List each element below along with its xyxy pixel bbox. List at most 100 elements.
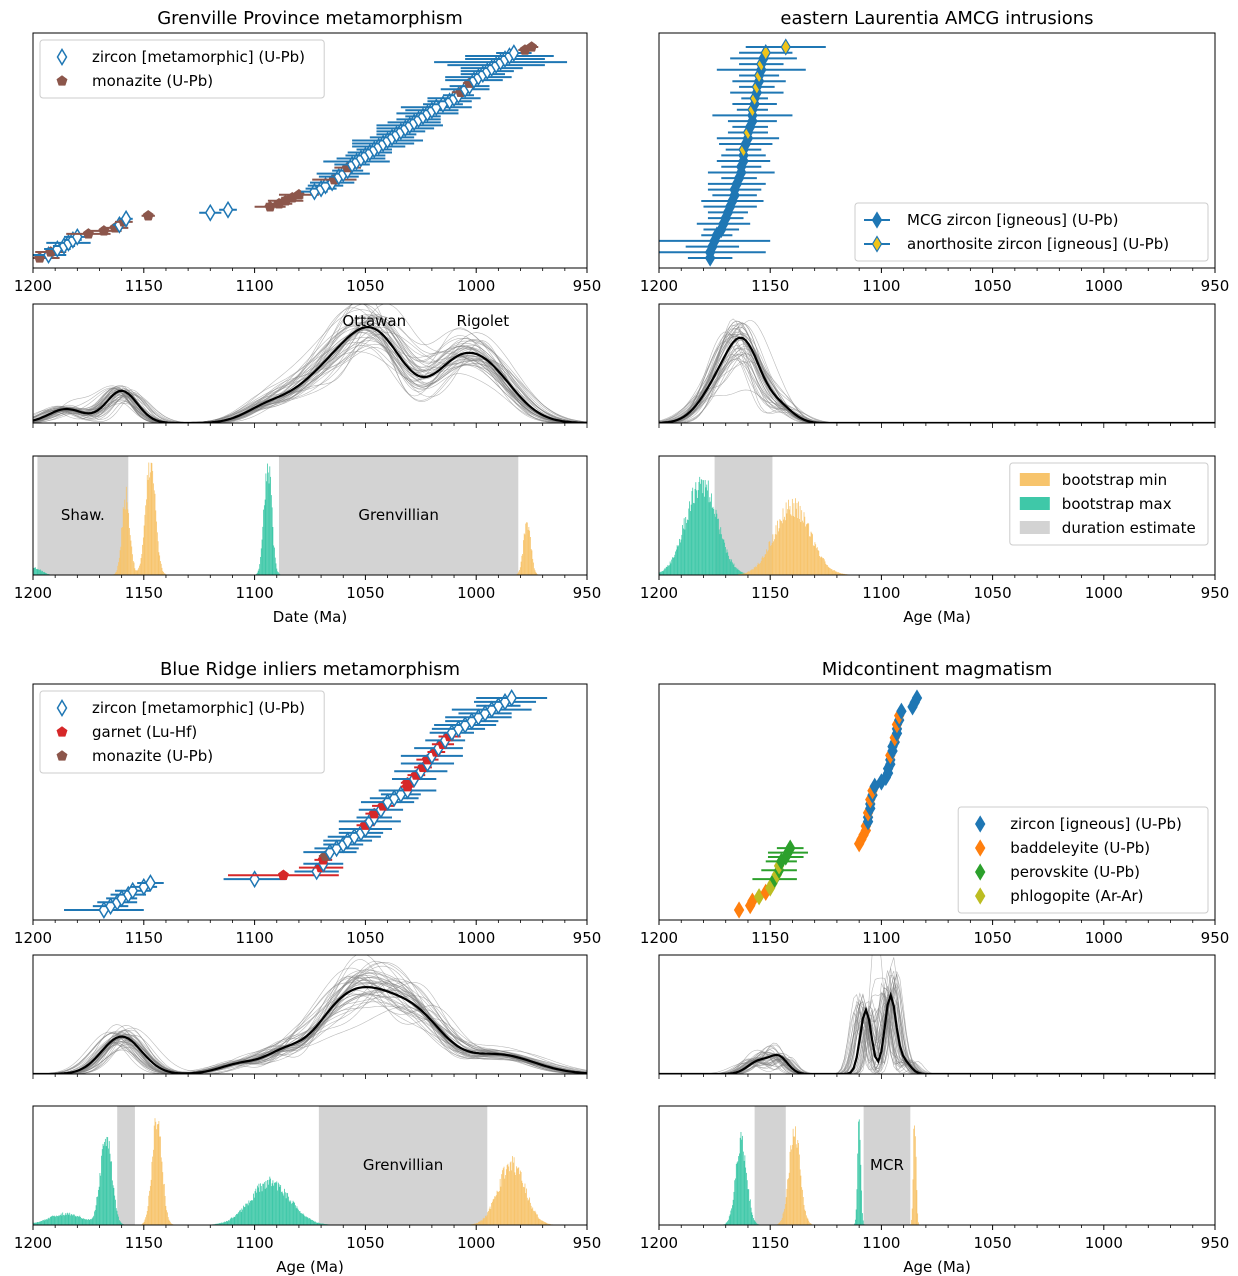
bootstrap-max-bar [732,564,734,575]
bootstrap-min-bar [781,523,783,575]
bootstrap-min-bar [783,1211,785,1225]
bootstrap-min-bar [784,520,786,575]
legend-label: monazite (U-Pb) [92,72,213,90]
bootstrap-min-bar [767,550,769,575]
bootstrap-min-bar [147,479,149,575]
bootstrap-min-bar [791,498,793,575]
bootstrap-max-bar [270,476,271,575]
bootstrap-max-bar [724,1223,726,1225]
bootstrap-max-bar [38,569,40,575]
bootstrap-min-bar [481,1220,483,1225]
bootstrap-max-bar [860,1164,862,1225]
bootstrap-max-bar [707,480,709,575]
kde-sample-curve [659,327,1215,423]
bootstrap-max-bar [738,1156,740,1225]
bootstrap-max-bar [42,1220,43,1225]
bootstrap-min-bar [813,546,815,575]
bootstrap-min-bar [156,521,157,575]
data-point [506,689,518,707]
x-axis-label: Date (Ma) [273,608,347,626]
x-tick-label: 950 [1201,277,1230,295]
bootstrap-max-bar [246,1203,248,1225]
bootstrap-max-bar [86,1219,88,1225]
bootstrap-max-bar [303,1214,305,1225]
bootstrap-min-bar [135,570,137,575]
bootstrap-min-bar [792,1128,794,1225]
bootstrap-min-bar [149,472,151,575]
bootstrap-max-bar [52,1215,54,1225]
bootstrap-min-bar [534,1210,536,1225]
bootstrap-max-bar [685,517,687,575]
kde-sample-curve [33,325,587,423]
bootstrap-min-bar [833,570,835,575]
bootstrap-max-bar [723,539,725,575]
bootstrap-max-bar [45,1219,47,1225]
kde-sample-curve [659,970,1215,1074]
legend-marker [56,699,68,717]
bootstrap-min-bar [130,540,132,575]
bootstrap-max-bar [703,496,705,575]
bootstrap-min-bar [484,1218,486,1225]
bootstrap-min-bar [150,1179,152,1225]
bootstrap-min-bar [782,1213,784,1225]
bootstrap-min-bar [138,567,140,575]
bootstrap-max-bar [46,1219,47,1225]
kde-sample-curve [659,976,1215,1074]
bootstrap-max-bar [257,570,259,575]
bootstrap-max-bar [663,569,665,575]
x-tick-label: 950 [1201,1234,1230,1252]
bootstrap-min-bar [818,550,820,575]
bootstrap-min-bar [497,1191,499,1225]
bootstrap-max-bar [54,1216,56,1225]
bootstrap-min-bar [840,573,842,575]
bootstrap-max-bar [275,1182,277,1225]
bootstrap-max-bar [728,555,729,575]
bootstrap-min-bar [540,1219,541,1225]
bootstrap-min-bar [914,1125,915,1225]
legend-box [1009,462,1209,546]
bootstrap-max-bar [277,1182,279,1225]
bootstrap-min-bar [498,1191,500,1225]
bootstrap-max-bar [706,484,708,575]
bootstrap-min-bar [915,1156,917,1225]
bootstrap-max-bar [270,1178,271,1225]
bootstrap-min-bar [523,1186,524,1225]
bootstrap-max-bar [97,1189,99,1225]
bootstrap-max-bar [861,1190,863,1225]
bootstrap-min-bar [820,556,822,575]
bootstrap-min-bar [149,1190,150,1225]
bootstrap-max-bar [76,1216,78,1225]
panel-11 [658,1105,1216,1230]
kde-sample-curve [659,974,1215,1074]
kde-sample-curve [659,977,1215,1074]
bootstrap-min-bar [144,514,146,575]
bootstrap-min-bar [132,561,134,575]
bootstrap-max-bar [43,571,45,575]
bootstrap-max-bar [728,1216,730,1225]
bootstrap-max-bar [35,567,36,575]
bootstrap-min-bar [161,567,163,575]
legend-swatch [1019,497,1050,510]
bootstrap-min-bar [143,1221,145,1225]
bootstrap-max-bar [223,1222,225,1225]
data-point [911,689,923,707]
bootstrap-max-bar [273,1185,275,1225]
bootstrap-max-bar [714,513,715,575]
bootstrap-min-bar [911,1219,912,1225]
bootstrap-min-bar [136,570,138,575]
bootstrap-min-bar [485,1216,487,1225]
bootstrap-max-bar [724,542,726,575]
bootstrap-min-bar [153,1149,154,1225]
bootstrap-min-bar [516,1166,517,1225]
legend-marker [975,839,986,857]
bootstrap-max-bar [679,538,680,575]
kde-sample-curve [33,993,587,1074]
bootstrap-max-bar [61,1215,63,1225]
bootstrap-min-bar [530,548,532,575]
bootstrap-max-bar [677,546,679,575]
kde-mean-curve [659,336,1215,423]
kde-sample-curve [659,323,1215,423]
bootstrap-max-bar [242,1209,244,1225]
kde-sample-curve [659,324,1215,423]
bootstrap-min-bar [789,506,791,575]
